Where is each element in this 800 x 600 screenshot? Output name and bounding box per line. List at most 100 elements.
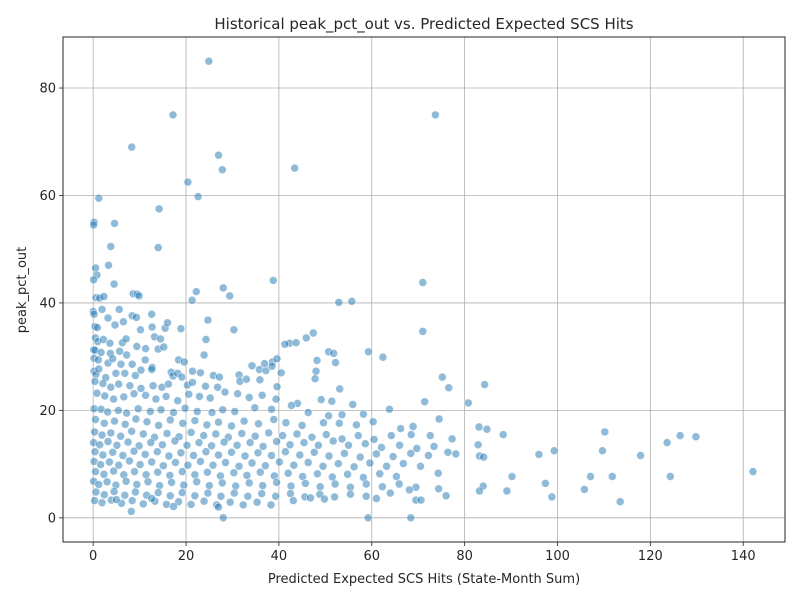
scatter-point	[433, 468, 443, 478]
scatter-point	[406, 449, 416, 458]
scatter-point	[91, 467, 100, 476]
scatter-point	[201, 335, 211, 344]
scatter-point	[416, 495, 426, 505]
scatter-point	[91, 415, 100, 424]
scatter-point	[443, 447, 453, 457]
scatter-point	[329, 349, 339, 358]
scatter-point	[301, 333, 311, 343]
scatter-point	[96, 460, 105, 469]
scatter-point	[312, 356, 322, 365]
scatter-point	[186, 500, 196, 509]
scatter-point	[290, 163, 300, 173]
scatter-point	[153, 467, 162, 477]
scatter-point	[307, 432, 317, 442]
scatter-point	[230, 407, 240, 416]
scatter-point	[225, 291, 234, 301]
scatter-point	[154, 421, 163, 430]
scatter-point	[352, 420, 361, 430]
scatter-point	[333, 459, 343, 468]
scatter-point	[213, 382, 222, 392]
scatter-point	[392, 472, 401, 481]
scatter-point	[163, 318, 172, 328]
scatter-point	[327, 396, 337, 406]
scatter-point	[190, 491, 200, 501]
scatter-point	[330, 492, 339, 502]
scatter-point	[179, 357, 189, 367]
scatter-point	[89, 309, 99, 319]
scatter-point	[165, 471, 175, 480]
scatter-point	[131, 487, 140, 497]
scatter-point	[230, 488, 239, 498]
scatter-point	[258, 481, 268, 490]
scatter-point	[105, 457, 114, 467]
scatter-point	[285, 440, 295, 450]
scatter-point	[139, 499, 148, 509]
scatter-point	[412, 444, 422, 453]
scatter-point	[260, 359, 269, 368]
scatter-point	[195, 392, 204, 401]
scatter-point	[89, 275, 98, 285]
scatter-point	[114, 460, 123, 470]
scatter-point	[586, 472, 595, 481]
scatter-point	[219, 437, 229, 447]
scatter-point	[193, 192, 203, 201]
scatter-point	[328, 436, 338, 446]
scatter-point	[347, 296, 357, 306]
scatter-point	[337, 410, 347, 420]
scatter-point	[120, 368, 130, 378]
scatter-point	[229, 325, 239, 335]
scatter-point	[473, 440, 483, 450]
x-tick-label: 80	[456, 549, 473, 564]
scatter-point	[92, 388, 102, 398]
axis-ticks: 0 20 40 60 80 100 120 140 0 20 40 60 80	[39, 82, 755, 564]
scatter-point	[598, 446, 607, 456]
scatter-point	[275, 457, 284, 467]
scatter-point	[91, 263, 100, 273]
scatter-point	[90, 496, 99, 505]
scatter-point	[98, 450, 108, 460]
x-axis-label: Predicted Expected SCS Hits (State-Month…	[268, 572, 580, 587]
scatter-point	[340, 449, 349, 458]
scatter-point	[122, 408, 131, 418]
scatter-point	[142, 417, 152, 427]
y-axis-label: peak_pct_out	[15, 247, 30, 334]
scatter-point	[103, 437, 113, 446]
scatter-point	[205, 393, 215, 403]
scatter-point	[112, 495, 121, 504]
scatter-point	[147, 365, 156, 374]
scatter-point	[480, 380, 489, 389]
scatter-point	[108, 447, 117, 457]
scatter-point	[309, 447, 319, 457]
scatter-point	[110, 219, 119, 228]
scatter-point	[324, 411, 333, 421]
scatter-point	[95, 440, 104, 450]
scatter-point	[297, 421, 307, 430]
scatter-point	[311, 366, 321, 376]
scatter-point	[110, 320, 120, 330]
scatter-point	[313, 469, 322, 479]
scatter-point	[214, 150, 223, 160]
scatter-point	[143, 477, 153, 487]
scatter-point	[220, 387, 230, 397]
scatter-point	[225, 497, 235, 507]
scatter-point	[331, 358, 340, 367]
scatter-point	[261, 461, 270, 471]
scatter-point	[234, 461, 244, 471]
scatter-point	[127, 426, 136, 436]
scatter-point	[162, 429, 172, 438]
scatter-point	[292, 429, 302, 439]
scatter-point	[100, 391, 110, 401]
scatter-point	[425, 431, 435, 440]
scatter-point	[147, 322, 157, 332]
scatter-point	[147, 457, 156, 467]
scatter-point	[361, 491, 371, 501]
scatter-point	[133, 404, 143, 414]
scatter-point	[420, 397, 430, 407]
scatter-point	[218, 283, 228, 293]
scatter-point	[271, 491, 281, 501]
scatter-point	[281, 447, 290, 457]
scatter-point	[316, 395, 326, 404]
scatter-point	[122, 350, 131, 360]
y-tick-label: 80	[39, 82, 56, 97]
scatter-point	[372, 494, 381, 503]
